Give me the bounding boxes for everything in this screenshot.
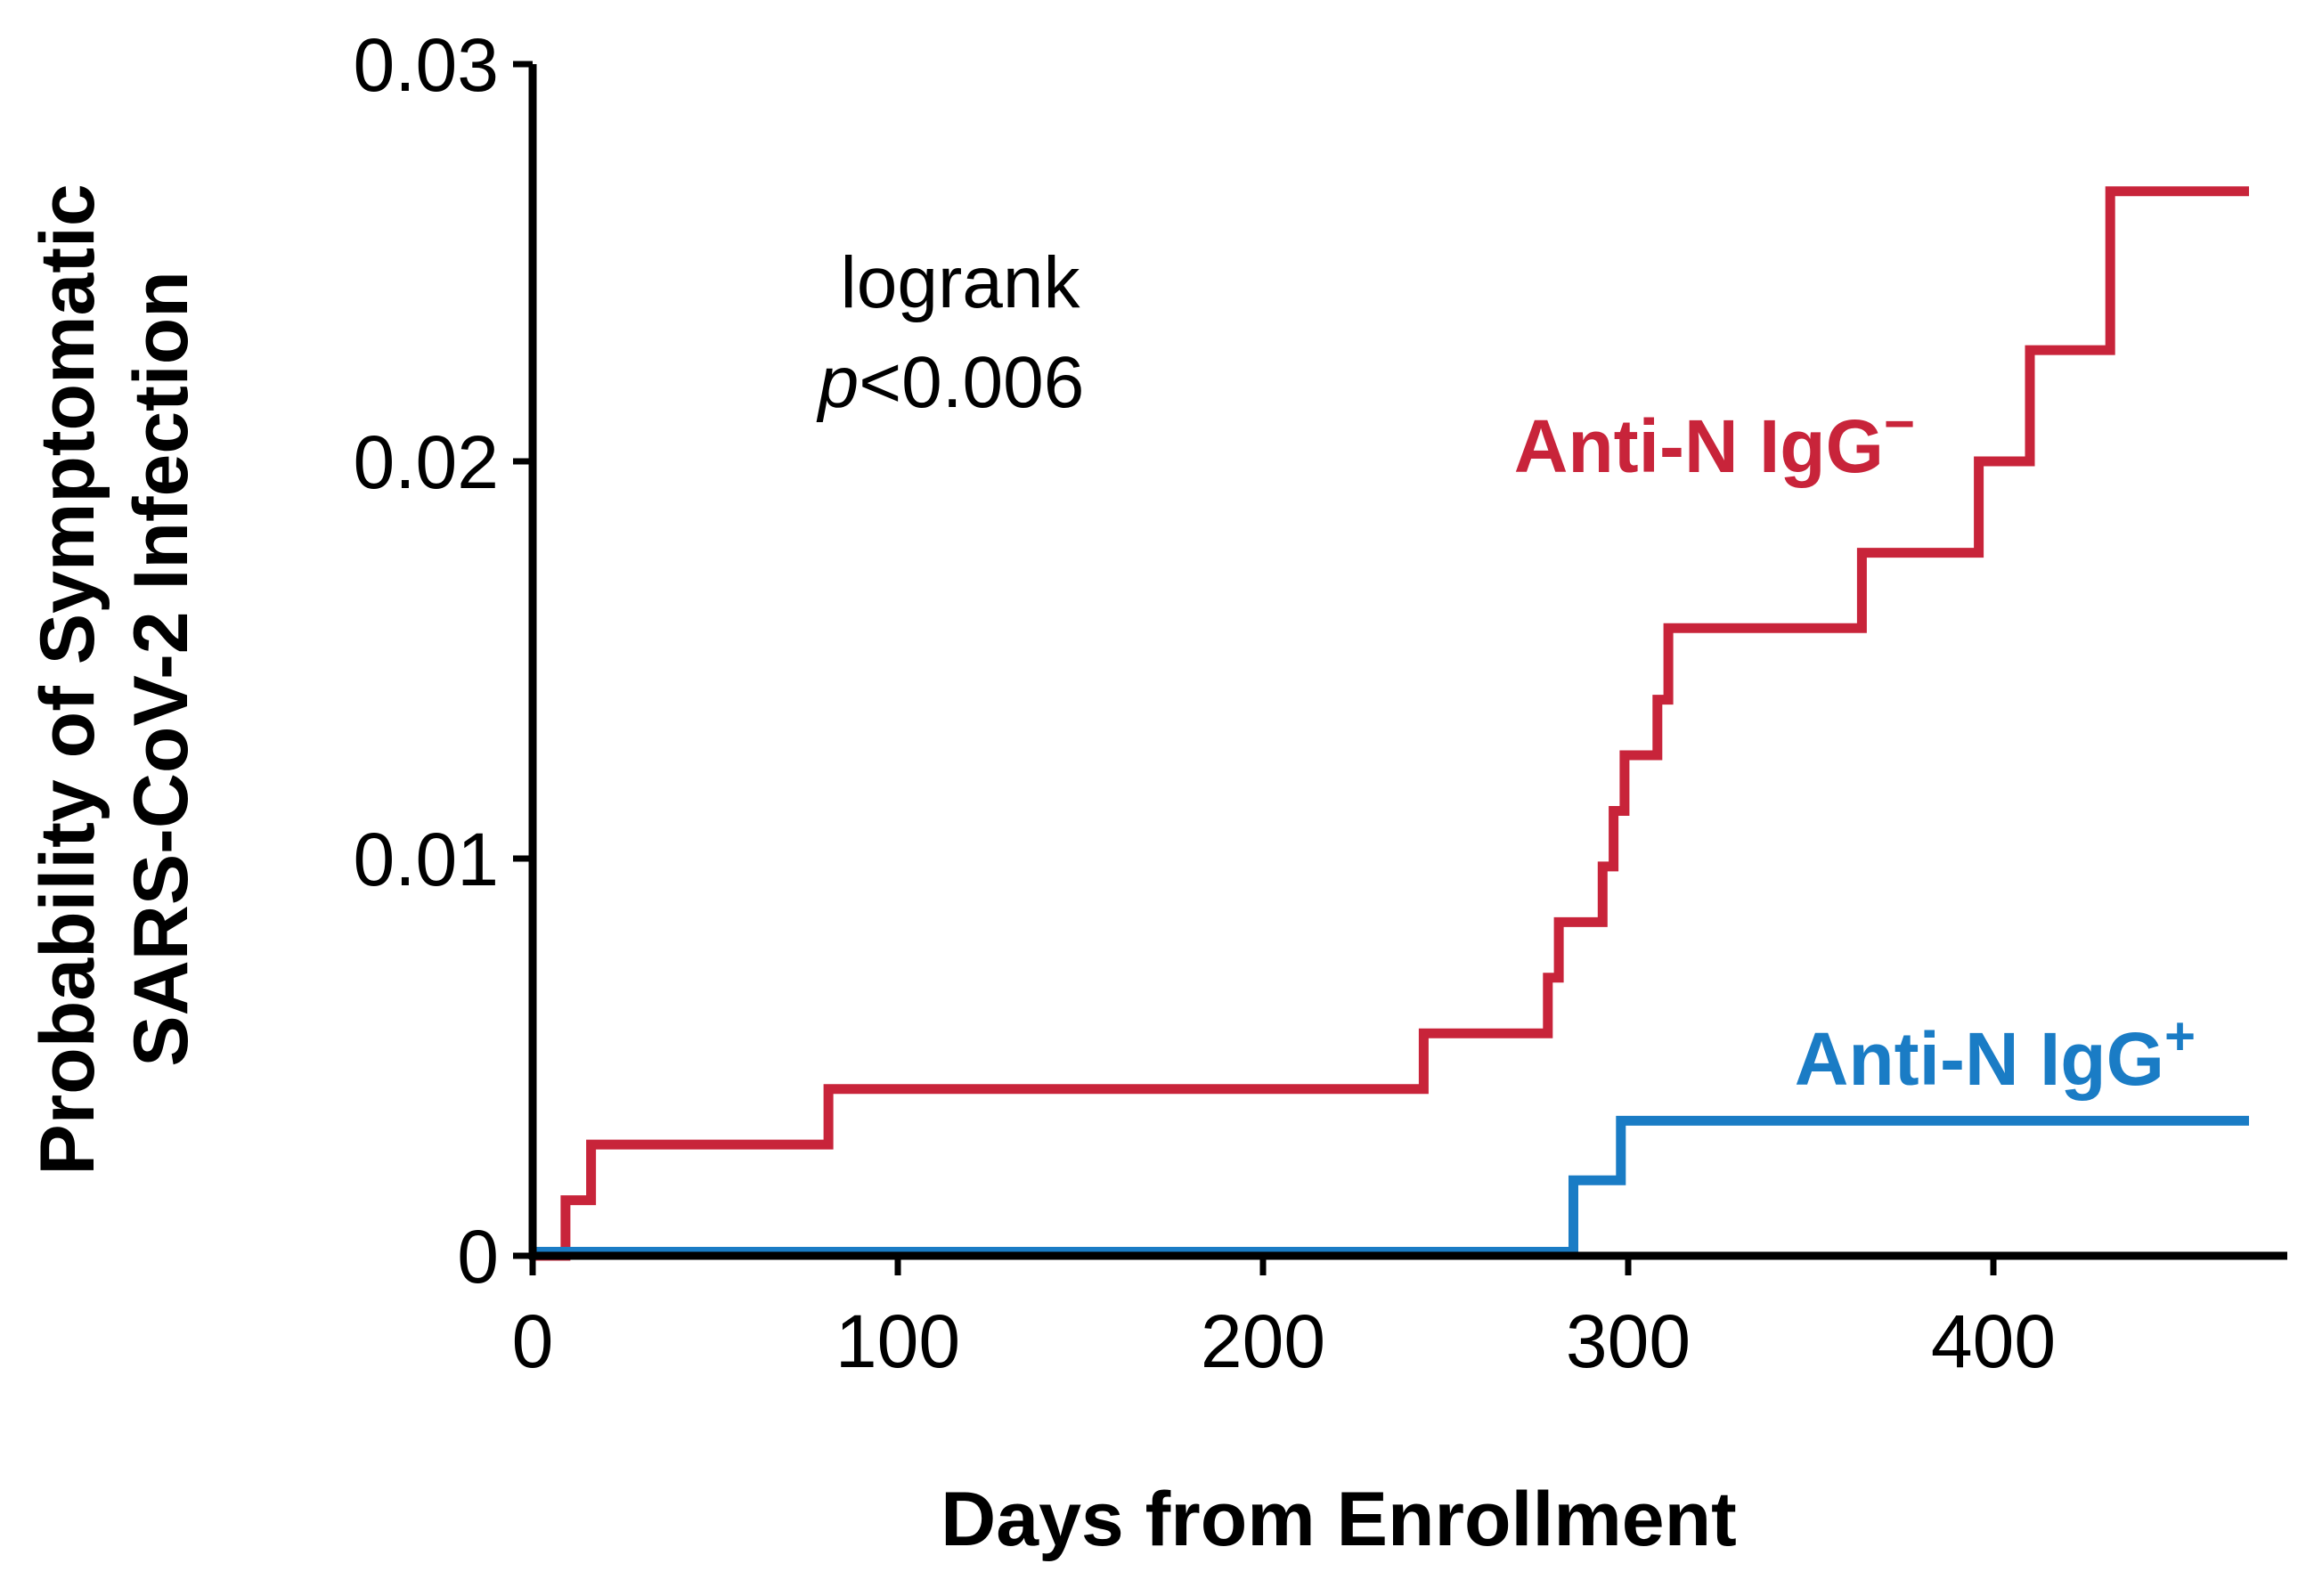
x-ticks: 0 100 200 300 400 bbox=[512, 1256, 2056, 1383]
x-axis-title: Days from Enrollment bbox=[941, 1477, 1737, 1562]
x-tick-label: 100 bbox=[835, 1299, 960, 1383]
p-value-label: p<0.006 bbox=[816, 342, 1085, 423]
series-label-text: Anti-N IgG bbox=[1514, 404, 1884, 488]
axes: 0 0.01 0.02 0.03 0 100 200 300 400 bbox=[354, 23, 2287, 1383]
series-label-anti-n-igg-positive: Anti-N IgG+ bbox=[1795, 1006, 2196, 1101]
y-ticks: 0 0.01 0.02 0.03 bbox=[354, 23, 533, 1299]
y-tick-label: 0 bbox=[457, 1215, 499, 1299]
x-tick-label: 0 bbox=[512, 1299, 554, 1383]
p-symbol: p bbox=[816, 342, 860, 423]
y-tick-label: 0.02 bbox=[354, 420, 500, 504]
series-line-anti-n-igg-negative bbox=[533, 186, 2249, 1261]
series-label-text: Anti-N IgG bbox=[1795, 1017, 2164, 1101]
series-label-superscript: + bbox=[2164, 1006, 2196, 1066]
series-label-superscript: − bbox=[1884, 394, 1915, 453]
x-tick-label: 400 bbox=[1931, 1299, 2056, 1383]
logrank-label: logrank bbox=[841, 242, 1081, 323]
p-value: <0.006 bbox=[859, 342, 1084, 423]
y-tick-label: 0.03 bbox=[354, 23, 500, 107]
x-tick-label: 300 bbox=[1566, 1299, 1691, 1383]
y-axis-title: Probability of Symptomatic SARS-CoV-2 In… bbox=[25, 162, 204, 1175]
series-label-anti-n-igg-negative: Anti-N IgG− bbox=[1514, 394, 1915, 488]
y-axis-title-line-2: SARS-CoV-2 Infection bbox=[118, 271, 204, 1067]
x-tick-label: 200 bbox=[1201, 1299, 1325, 1383]
y-tick-label: 0.01 bbox=[354, 818, 500, 901]
y-axis-title-line-1: Probability of Symptomatic bbox=[25, 183, 110, 1175]
